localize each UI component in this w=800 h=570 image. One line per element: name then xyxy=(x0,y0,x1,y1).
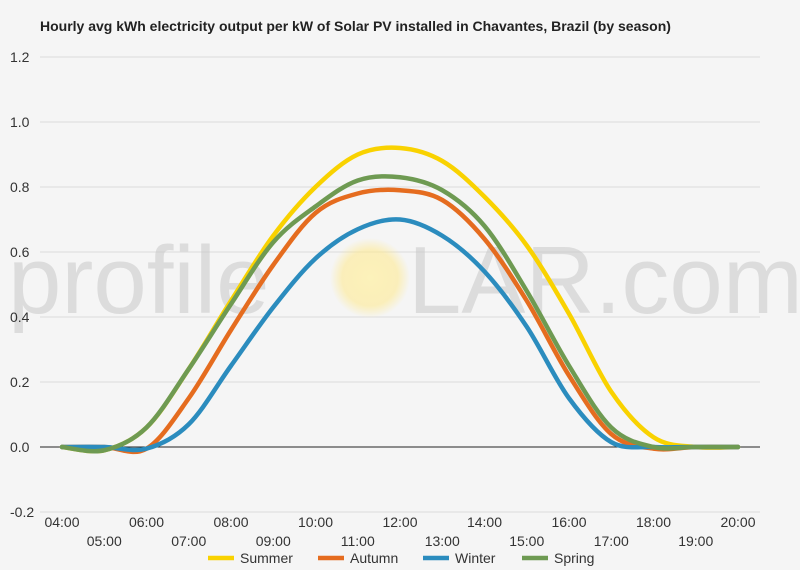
y-tick-label: -0.2 xyxy=(10,504,34,520)
watermark-text-left: profile xyxy=(8,227,269,334)
x-tick-label: 13:00 xyxy=(425,533,460,549)
x-tick-label: 16:00 xyxy=(551,514,586,530)
x-tick-label: 08:00 xyxy=(213,514,248,530)
x-tick-label: 07:00 xyxy=(171,533,206,549)
y-tick-label: 0.4 xyxy=(10,309,30,325)
x-tick-label: 19:00 xyxy=(678,533,713,549)
y-tick-label: 0.2 xyxy=(10,374,30,390)
x-tick-label: 17:00 xyxy=(594,533,629,549)
legend: Summer Autumn Winter Spring xyxy=(208,550,594,566)
legend-label-autumn: Autumn xyxy=(350,550,398,566)
watermark: profile LAR.com xyxy=(8,227,800,334)
y-tick-label: 1.2 xyxy=(10,49,30,65)
x-tick-label: 11:00 xyxy=(341,533,375,549)
legend-label-summer: Summer xyxy=(240,550,293,566)
x-tick-label: 06:00 xyxy=(129,514,164,530)
y-tick-label: 1.0 xyxy=(10,114,30,130)
watermark-sun xyxy=(330,238,410,318)
x-tick-label: 18:00 xyxy=(636,514,671,530)
y-tick-label: 0.6 xyxy=(10,244,30,260)
series xyxy=(59,145,741,455)
x-tick-label: 15:00 xyxy=(509,533,544,549)
series-line-autumn xyxy=(59,187,741,455)
legend-label-winter: Winter xyxy=(455,550,496,566)
x-tick-label: 12:00 xyxy=(382,514,417,530)
x-tick-label: 14:00 xyxy=(467,514,502,530)
chart-title: Hourly avg kWh electricity output per kW… xyxy=(40,18,671,34)
x-tick-label: 04:00 xyxy=(44,514,79,530)
x-tick-label: 10:00 xyxy=(298,514,333,530)
x-tick-label: 05:00 xyxy=(87,533,122,549)
series-line-spring xyxy=(59,174,741,454)
legend-label-spring: Spring xyxy=(554,550,594,566)
watermark-text-right: LAR.com xyxy=(408,227,800,334)
y-tick-label: 0.0 xyxy=(10,439,30,455)
x-tick-label: 20:00 xyxy=(720,514,755,530)
axes: -0.2 0.0 0.2 0.4 0.6 0.8 1.0 1.2 04:00 05:00 06:00… xyxy=(10,49,756,549)
y-tick-label: 0.8 xyxy=(10,179,30,195)
x-tick-label: 09:00 xyxy=(256,533,291,549)
series-line-winter xyxy=(59,217,741,453)
